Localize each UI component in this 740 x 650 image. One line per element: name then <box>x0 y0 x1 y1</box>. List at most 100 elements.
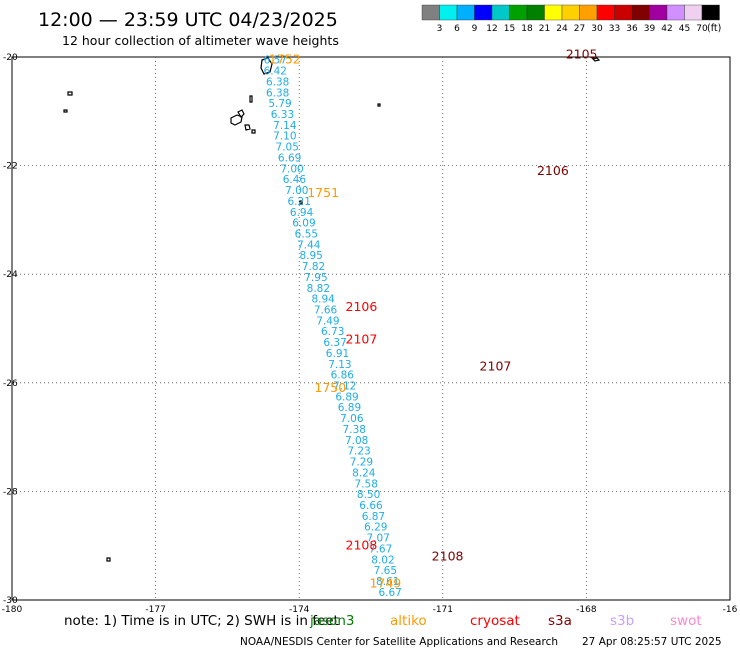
x-tick-label: -16 <box>723 605 738 615</box>
wave-height-label: 7.00 <box>280 163 303 175</box>
legend-item: altiko <box>390 613 427 629</box>
wave-height-label: 7.95 <box>304 272 327 284</box>
wave-height-label: 8.95 <box>299 250 322 262</box>
x-tick-label: -180 <box>2 605 23 615</box>
pass-label: 2105 <box>566 46 598 61</box>
island-outline <box>230 114 243 126</box>
island-outline <box>249 95 253 103</box>
wave-height-label: 6.09 <box>292 218 315 230</box>
colorbar-swatch <box>526 4 545 21</box>
wave-height-label: 7.06 <box>340 413 364 425</box>
wave-height-label: 7.66 <box>314 304 338 316</box>
colorbar: 3 6 9 12 15 18 21 24 27 30 33 36 39 42 45 70 <box>421 4 720 34</box>
y-tick-label: -22 <box>3 162 18 172</box>
wave-height-label: 7.38 <box>343 424 366 436</box>
wave-height-label: 7.49 <box>316 315 339 327</box>
colorbar-swatch <box>509 4 528 21</box>
wave-height-label: 6.94 <box>290 207 314 219</box>
colorbar-unit: (ft) <box>707 23 721 34</box>
island-outline <box>591 57 601 62</box>
wave-height-label: 8.82 <box>307 283 330 295</box>
wave-height-label: 8.94 <box>311 294 335 306</box>
colorbar-swatch <box>421 4 440 21</box>
colorbar-swatch <box>544 4 563 21</box>
colorbar-label: 24 <box>556 24 568 34</box>
wave-height-label: 6.38 <box>266 76 289 88</box>
wave-height-label: 6.89 <box>335 391 358 403</box>
wave-height-label: 7.23 <box>347 446 370 458</box>
colorbar-label: 39 <box>644 24 656 34</box>
colorbar-label: 70 <box>696 24 708 34</box>
wave-height-label: 6.42 <box>264 66 287 78</box>
legend-item: cryosat <box>470 613 520 629</box>
wave-height-label: 7.05 <box>276 142 299 154</box>
island-outline <box>237 109 245 118</box>
colorbar-swatch <box>474 4 493 21</box>
colorbar-label: 27 <box>574 24 585 34</box>
y-tick-label: -24 <box>3 270 18 280</box>
wave-height-label: 6.66 <box>359 500 383 512</box>
colorbar-swatch <box>614 4 633 21</box>
x-tick-label: -174 <box>289 605 310 615</box>
wave-height-label: 7.08 <box>345 435 368 447</box>
y-tick-label: -26 <box>3 379 18 389</box>
y-tick-label: -28 <box>3 487 18 497</box>
island-outlines <box>63 57 601 562</box>
pass-label: 1750 <box>314 380 346 395</box>
legend-item: jason3 <box>309 613 354 629</box>
pass-label: 1749 <box>369 576 401 591</box>
island-outline <box>106 557 111 562</box>
colorbar-label: 9 <box>472 24 478 34</box>
colorbar-label: 18 <box>521 24 533 34</box>
wave-height-label: 7.07 <box>366 533 389 545</box>
wave-height-label: 6.91 <box>326 348 349 360</box>
colorbar-swatch <box>684 4 703 21</box>
island-outline <box>63 109 68 113</box>
island-outline <box>251 129 256 134</box>
wave-height-label: 8.61 <box>376 576 399 588</box>
pass-label: 2106 <box>537 163 569 178</box>
y-tick-label: -20 <box>3 53 18 63</box>
pass-label: 2106 <box>346 299 378 314</box>
colorbar-label: 6 <box>454 24 460 34</box>
wave-height-label: 6.55 <box>295 228 318 240</box>
colorbar-label: 30 <box>591 24 603 34</box>
colorbar-label: 45 <box>679 24 690 34</box>
wave-height-label: 6.38 <box>266 87 289 99</box>
pass-label: 1752 <box>269 52 301 67</box>
wave-height-label: 7.13 <box>328 359 351 371</box>
wave-height-label: 7.44 <box>297 239 321 251</box>
wave-height-label: 6.37 <box>323 337 346 349</box>
data-points: 6.576.426.386.385.796.337.147.107.056.69… <box>264 55 402 599</box>
island-outline <box>299 200 303 205</box>
colorbar-swatch <box>701 4 720 21</box>
wave-height-label: 6.73 <box>321 326 344 338</box>
wave-height-label: 6.33 <box>271 109 294 121</box>
colorbar-label: 15 <box>504 24 515 34</box>
x-tick-label: -171 <box>433 605 453 615</box>
wave-height-label: 7.29 <box>350 457 373 469</box>
colorbar-swatch <box>439 4 458 21</box>
x-tick-labels: -180 -177 -174 -171 -168 -16 <box>2 605 738 615</box>
plot-border <box>11 56 731 601</box>
wave-height-label: 8.50 <box>357 489 380 501</box>
wave-height-label: 7.14 <box>273 120 297 132</box>
pass-label: 1751 <box>307 185 339 200</box>
island-outline <box>244 124 251 131</box>
wave-height-label: 6.86 <box>331 370 355 382</box>
wave-height-label: 6.89 <box>338 402 361 414</box>
island-outline <box>67 91 73 96</box>
wave-height-label: 7.58 <box>355 478 378 490</box>
satellite-legend: jason3 altiko cryosat s3a s3b swot <box>309 613 702 629</box>
chart-title: 12:00 — 23:59 UTC 04/23/2025 <box>38 9 338 31</box>
pass-label: 2107 <box>346 331 378 346</box>
colorbar-label: 33 <box>609 24 620 34</box>
wave-height-label: 6.57 <box>264 55 287 67</box>
legend-item: s3b <box>610 613 634 629</box>
island-outline <box>260 57 273 75</box>
wave-height-label: 6.87 <box>362 511 385 523</box>
colorbar-label: 36 <box>626 24 638 34</box>
footer-note: note: 1) Time is in UTC; 2) SWH is in fe… <box>64 613 339 629</box>
wave-height-label: 7.00 <box>285 185 308 197</box>
